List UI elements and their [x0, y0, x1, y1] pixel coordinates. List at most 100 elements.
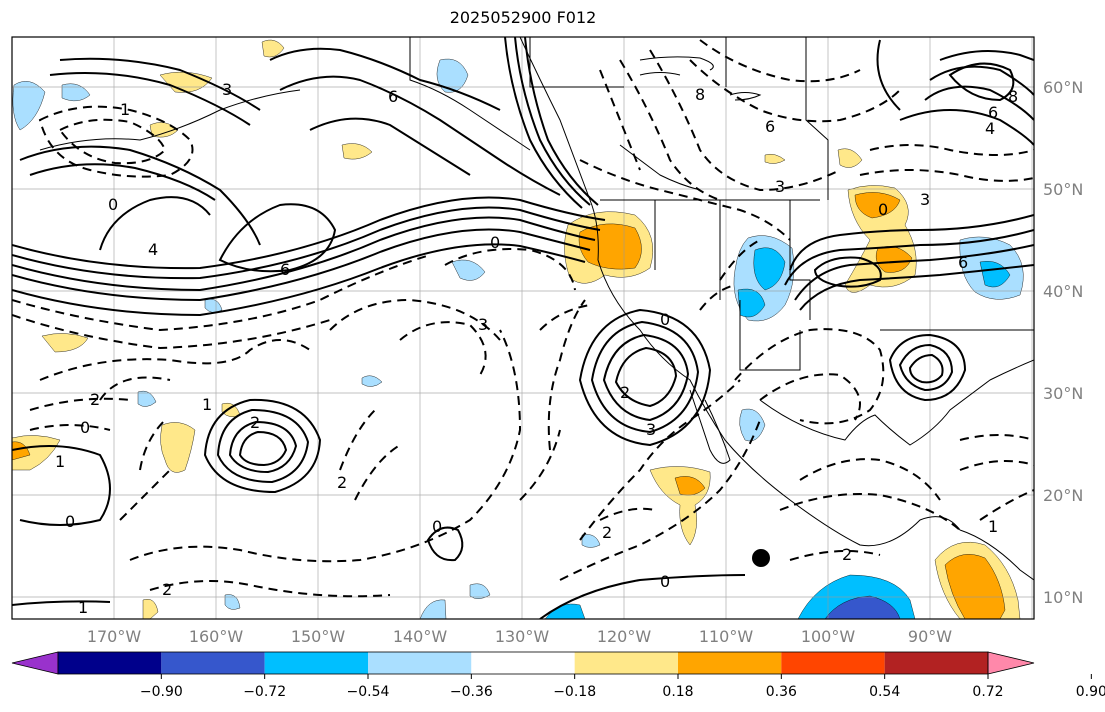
contour-label: 0 [878, 200, 888, 219]
contour-label: 8 [1008, 87, 1018, 106]
contour-label: 0 [660, 310, 670, 329]
shade-pos-lakes-inner-1 [854, 192, 901, 219]
colorbar-tick-label: 0.90 [1076, 684, 1105, 700]
colorbar-tick-label: 0.72 [972, 684, 1003, 700]
shade-pos-hawaii [160, 422, 196, 473]
shade-neg-small-4 [469, 583, 491, 599]
colorbar-tick-label: −0.36 [450, 684, 493, 700]
colorbar-segment [471, 652, 575, 674]
colorbar-tick-label: −0.72 [243, 684, 286, 700]
map-title: 2025052900 F012 [449, 8, 597, 27]
colorbar-tick-label: 0.36 [766, 684, 797, 700]
colorbar-extend-high [987, 651, 1035, 675]
shade-pos-west-edge-inner [12, 441, 31, 461]
colorbar-segment [884, 652, 988, 674]
contour-label: 0 [80, 418, 90, 437]
contour-label: 0 [432, 517, 442, 536]
colorbar-segment [368, 652, 472, 674]
contour-label: 2 [337, 473, 347, 492]
colorbar-tick-label: −0.90 [140, 684, 183, 700]
shade-neg-epac-inner [824, 595, 901, 619]
shade-neg-north [61, 83, 91, 102]
contour-label: 0 [65, 512, 75, 531]
colorbar-segment [58, 652, 162, 674]
contour-label: 1 [120, 100, 130, 119]
colorbar-outline [57, 651, 989, 675]
contour-label: 0 [490, 233, 500, 252]
shade-neg-small-3 [204, 298, 223, 313]
dashed-contours [12, 39, 1034, 598]
shade-neg-small-5 [581, 534, 601, 548]
contour-label: 3 [478, 315, 488, 334]
contour-label: 1 [988, 517, 998, 536]
contour-label: 0 [108, 195, 118, 214]
shade-neg-small-2 [137, 390, 157, 407]
shade-neg-gulf-ak [436, 58, 469, 93]
contour-label: 3 [222, 80, 232, 99]
lon-label-120w: 120°W [597, 627, 652, 646]
contour-label: 6 [765, 117, 775, 136]
colorbar-segment [781, 652, 885, 674]
shade-pos-mid-1 [41, 333, 89, 353]
contour-label: 2 [620, 383, 630, 402]
contour-label: 8 [695, 85, 705, 104]
contour-label: 2 [162, 580, 172, 599]
lon-label-170w: 170°W [87, 627, 142, 646]
colorbar-segment [678, 652, 782, 674]
shade-pos-mid-5 [764, 153, 786, 164]
shade-pos-central-am-inner [944, 554, 1006, 619]
lat-label-10n: 10°N [1043, 588, 1083, 607]
colorbar-segment [574, 652, 678, 674]
contour-label: 2 [602, 523, 612, 542]
contour-label: 1 [78, 598, 88, 617]
contour-label: 3 [646, 420, 656, 439]
contour-label: 4 [985, 119, 995, 138]
lat-labels: 60°N 50°N 40°N 30°N 20°N 10°N [1043, 78, 1083, 607]
colorbar-tick-label: −0.18 [553, 684, 596, 700]
shade-neg-aleutian [12, 81, 46, 131]
lon-label-160w: 160°W [189, 627, 244, 646]
shade-neg-mexico [739, 408, 766, 442]
colorbar-extend-low [11, 651, 59, 675]
shade-pos-west-edge [12, 435, 61, 471]
lon-label-100w: 100°W [801, 627, 856, 646]
shade-pos-nw-1 [261, 39, 285, 58]
shade-neg-south [544, 603, 586, 619]
contour-label: 3 [920, 190, 930, 209]
contour-label: 4 [148, 240, 158, 259]
station-dot-marker [752, 549, 770, 567]
shade-neg-plains-inner [753, 247, 786, 291]
shade-pos-west-coast-inner [578, 223, 642, 270]
lat-label-30n: 30°N [1043, 384, 1083, 403]
colorbar-segment [264, 652, 368, 674]
lat-label-20n: 20°N [1043, 486, 1083, 505]
contour-label: 6 [280, 260, 290, 279]
colorbar-tick-label: −0.54 [347, 684, 390, 700]
shade-neg-small-6 [224, 594, 241, 610]
shade-neg-plains-south [737, 288, 766, 318]
colorbar-segment [161, 652, 265, 674]
lon-label-110w: 110°W [699, 627, 754, 646]
contour-lines [12, 37, 1034, 619]
contour-label: 0 [660, 572, 670, 591]
lon-label-130w: 130°W [495, 627, 550, 646]
lon-labels: 170°W 160°W 150°W 140°W 130°W 120°W 110°… [87, 627, 952, 646]
shade-pos-nw-4 [341, 143, 373, 160]
contour-label: 2 [250, 413, 260, 432]
lon-label-140w: 140°W [393, 627, 448, 646]
colorbar-tick-label: 0.54 [869, 684, 900, 700]
contour-label: 6 [988, 103, 998, 122]
shade-pos-mid-3 [837, 148, 863, 168]
contour-label: 3 [775, 177, 785, 196]
lat-label-40n: 40°N [1043, 282, 1083, 301]
shade-neg-south-2 [419, 599, 447, 619]
contour-label: 1 [202, 395, 212, 414]
contour-label: 2 [842, 545, 852, 564]
contour-label: 6 [958, 253, 968, 272]
colorbar-ticks: −0.90 −0.72 −0.54 −0.36 −0.18 0.18 0.36 0.54 0.7… [140, 674, 1105, 700]
map-border [11, 36, 1035, 620]
contour-label-group: 3 6 8 6 0 3 4 6 0 0 3 2 1 0 1 2 2 0 2 3 … [55, 80, 1018, 617]
shade-pos-mid-4 [142, 599, 159, 619]
lon-label-90w: 90°W [908, 627, 952, 646]
contour-label: 1 [55, 452, 65, 471]
